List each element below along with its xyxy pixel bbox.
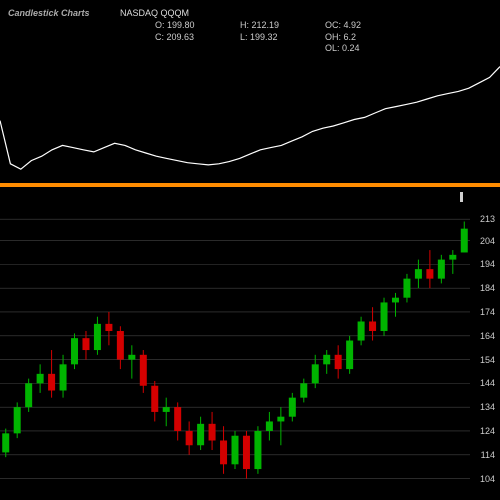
y-tick-label: 144 [480,378,495,388]
volume-strip [0,188,500,210]
stat-high: H: 212.19 [240,20,325,32]
y-tick-label: 124 [480,426,495,436]
stat-close: C: 209.63 [155,32,240,44]
y-tick-label: 154 [480,355,495,365]
upper-line-chart [0,45,500,180]
y-tick-label: 164 [480,331,495,341]
candlestick-chart [0,212,500,500]
y-tick-label: 184 [480,283,495,293]
y-axis-labels: 104 114 124 134 144 154 164 174 184 194 204 213 [471,212,495,500]
chart-title: Candlestick Charts [8,8,90,18]
y-tick-label: 134 [480,402,495,412]
stat-oh: OH: 6.2 [325,32,410,44]
stat-oc: OC: 4.92 [325,20,410,32]
y-tick-label: 104 [480,474,495,484]
stat-open: O: 199.80 [155,20,240,32]
chart-separator [0,183,500,187]
y-tick-label: 174 [480,307,495,317]
y-tick-label: 194 [480,259,495,269]
y-tick-label: 204 [480,236,495,246]
y-tick-label: 114 [481,450,495,460]
ticker-symbol: NASDAQ QQQM [120,8,189,18]
y-tick-label: 213 [480,214,495,224]
stat-low: L: 199.32 [240,32,325,44]
